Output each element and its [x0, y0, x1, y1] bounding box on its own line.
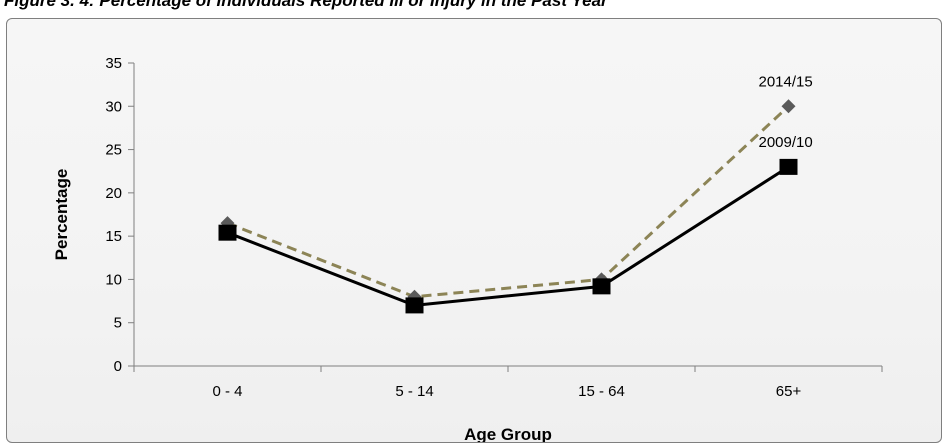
series-label: 2009/10 — [759, 134, 813, 151]
x-tick-label: 15 - 64 — [578, 383, 625, 400]
x-tick-label: 0 - 4 — [212, 383, 242, 400]
x-tick-label: 5 - 14 — [395, 383, 433, 400]
chart-axes — [133, 63, 882, 367]
series-line — [226, 105, 790, 299]
x-tick-label: 65+ — [776, 383, 802, 400]
y-tick-label: 30 — [105, 98, 122, 115]
data-point-diamond — [781, 99, 796, 114]
y-tick-label: 25 — [105, 142, 122, 159]
y-tick-label: 0 — [114, 358, 122, 375]
x-axis-title: Age Group — [464, 425, 552, 443]
chart-series: 2014/15 2009/10 — [218, 73, 813, 314]
chart-frame: 0 5 10 15 20 25 30 35 0 - 4 5 - 14 15 - 64 65+ 2014… — [6, 18, 942, 443]
data-point-square — [405, 297, 424, 314]
line-chart: 0 5 10 15 20 25 30 35 0 - 4 5 - 14 15 - 64 65+ 2014… — [52, 55, 883, 443]
data-point-square — [779, 158, 798, 175]
series-line — [226, 165, 790, 307]
series-label: 2014/15 — [759, 73, 813, 90]
y-axis-title: Percentage — [52, 169, 71, 261]
data-point-square — [592, 278, 611, 295]
y-tick-label: 15 — [105, 228, 122, 245]
chart-ticks: 0 5 10 15 20 25 30 35 0 - 4 5 - 14 15 - 64 65+ — [105, 55, 883, 400]
y-tick-label: 35 — [105, 55, 122, 72]
data-point-square — [218, 224, 237, 241]
y-tick-label: 5 — [114, 315, 122, 332]
series-2014-15: 2014/15 — [220, 73, 813, 304]
y-tick-label: 20 — [105, 185, 122, 202]
figure-title: Figure 3. 4: Percentage of Individuals R… — [4, 0, 608, 10]
y-tick-label: 10 — [105, 271, 122, 288]
series-2009-10: 2009/10 — [218, 134, 813, 314]
